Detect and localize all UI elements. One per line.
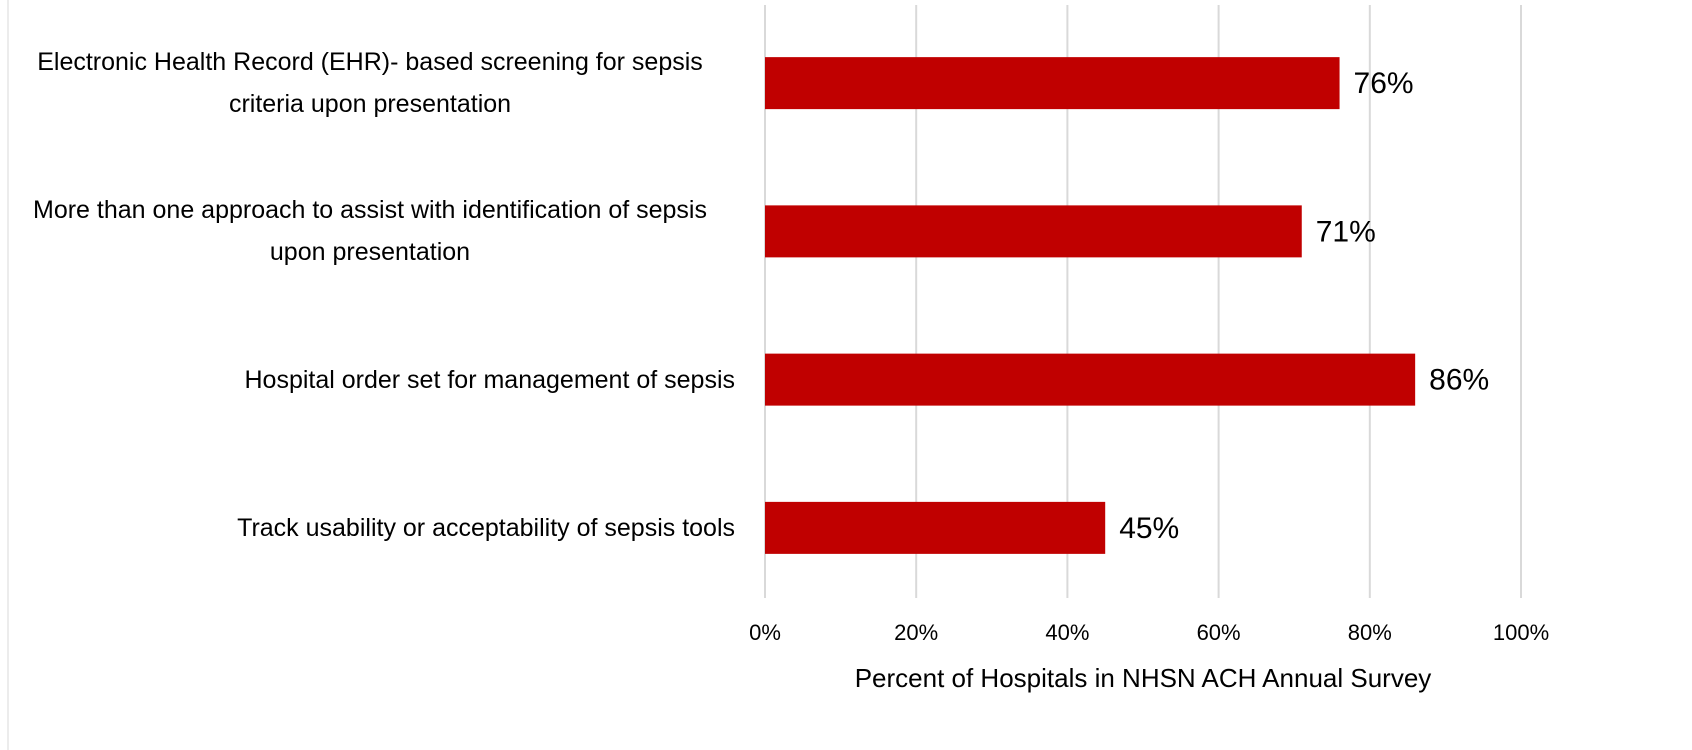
data-label: 71% bbox=[1316, 215, 1376, 248]
category-label-box: Hospital order set for management of sep… bbox=[5, 359, 735, 401]
category-label-box: Electronic Health Record (EHR)- based sc… bbox=[5, 41, 735, 125]
x-tick-label: 40% bbox=[1045, 620, 1089, 645]
data-label: 76% bbox=[1354, 67, 1414, 100]
data-label: 45% bbox=[1119, 512, 1179, 545]
bar bbox=[765, 501, 1106, 554]
x-tick-label: 0% bbox=[749, 620, 781, 645]
x-axis-title: Percent of Hospitals in NHSN ACH Annual … bbox=[855, 663, 1432, 693]
category-label-box: More than one approach to assist with id… bbox=[5, 189, 735, 273]
data-label: 86% bbox=[1429, 364, 1489, 397]
y-tick-label: More than one approach to assist with id… bbox=[33, 196, 707, 267]
x-tick-label: 60% bbox=[1197, 620, 1241, 645]
y-tick-label: Electronic Health Record (EHR)- based sc… bbox=[37, 48, 703, 119]
category-label-box: Track usability or acceptability of seps… bbox=[5, 507, 735, 549]
bar bbox=[765, 57, 1340, 110]
bar bbox=[765, 205, 1302, 258]
x-tick-label: 80% bbox=[1348, 620, 1392, 645]
x-tick-label: 100% bbox=[1493, 620, 1549, 645]
y-tick-label: Track usability or acceptability of seps… bbox=[237, 513, 735, 542]
y-tick-label: Hospital order set for management of sep… bbox=[244, 365, 735, 394]
x-tick-label: 20% bbox=[894, 620, 938, 645]
bar bbox=[765, 353, 1416, 406]
